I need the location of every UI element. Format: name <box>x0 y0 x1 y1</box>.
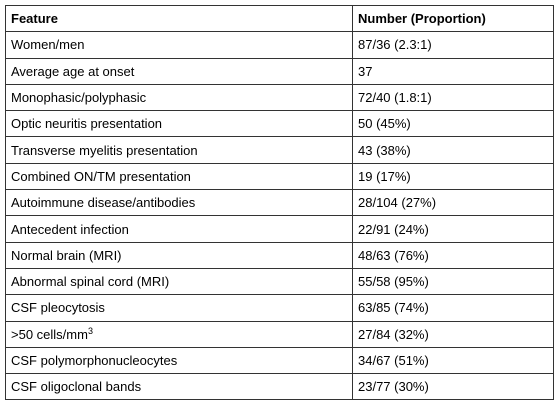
table-cell: CSF polymorphonucleocytes <box>5 346 353 375</box>
table-cell: 23/77 (30%) <box>352 373 554 401</box>
table-cell: 34/67 (51%) <box>352 346 554 375</box>
table-cell: CSF pleocytosis <box>5 294 353 322</box>
superscript: 3 <box>87 325 93 336</box>
table-cell: 48/63 (76%) <box>352 241 554 269</box>
table-row: Normal brain (MRI) 48/63 (76%) <box>5 241 554 269</box>
table-row: >50 cells/mm3 27/84 (32%) <box>5 320 554 348</box>
table-cell: 37 <box>352 57 554 85</box>
table-cell: Transverse myelitis presentation <box>5 136 353 164</box>
table-cell: CSF oligoclonal bands <box>5 373 353 401</box>
table-cell: Monophasic/polyphasic <box>5 83 353 112</box>
table-row: Optic neuritis presentation 50 (45%) <box>5 110 554 138</box>
table-cell: 19 (17%) <box>352 162 554 191</box>
table-row: CSF pleocytosis 63/85 (74%) <box>5 294 554 322</box>
table-row: Abnormal spinal cord (MRI) 55/58 (95%) <box>5 267 554 296</box>
table-row: Antecedent infection 22/91 (24%) <box>5 215 554 243</box>
table-cell: 28/104 (27%) <box>352 189 554 217</box>
table-cell: Antecedent infection <box>5 215 353 243</box>
table-row: Average age at onset 37 <box>5 57 554 85</box>
table-body: Women/men 87/36 (2.3:1) Average age at ons… <box>5 31 554 401</box>
table-cell: 22/91 (24%) <box>352 215 554 243</box>
table-cell: Abnormal spinal cord (MRI) <box>5 267 353 296</box>
table-cell: 43 (38%) <box>352 136 554 164</box>
cell-text: >50 cells/mm <box>11 326 88 342</box>
table-header: Feature Number (Proportion) <box>5 4 554 33</box>
table-cell: Optic neuritis presentation <box>5 110 353 138</box>
table-cell: Normal brain (MRI) <box>5 241 353 269</box>
table-cell: >50 cells/mm3 <box>5 320 353 348</box>
table-row: Autoimmune disease/antibodies 28/104 (27%… <box>5 189 554 217</box>
data-table: Feature Number (Proportion) Women/men 87/… <box>5 4 554 401</box>
table-cell: 87/36 (2.3:1) <box>352 31 554 59</box>
table-row: Combined ON/TM presentation 19 (17%) <box>5 162 554 191</box>
table-row: Transverse myelitis presentation 43 (38%) <box>5 136 554 164</box>
table-row: Monophasic/polyphasic 72/40 (1.8:1) <box>5 83 554 112</box>
table-cell: Combined ON/TM presentation <box>5 162 353 191</box>
header-cell: Number (Proportion) <box>352 4 554 33</box>
table-row: Women/men 87/36 (2.3:1) <box>5 31 554 59</box>
table-cell: 27/84 (32%) <box>352 320 554 348</box>
table-row: CSF polymorphonucleocytes 34/67 (51%) <box>5 346 554 375</box>
table-cell: Average age at onset <box>5 57 353 85</box>
table-cell: Autoimmune disease/antibodies <box>5 189 353 217</box>
table-cell: 63/85 (74%) <box>352 294 554 322</box>
table-cell: 72/40 (1.8:1) <box>352 83 554 112</box>
table-cell: 50 (45%) <box>352 110 554 138</box>
header-row: Feature Number (Proportion) <box>5 4 554 33</box>
table-cell: Women/men <box>5 31 353 59</box>
table-cell: 55/58 (95%) <box>352 267 554 296</box>
header-cell: Feature <box>5 4 353 33</box>
table-row: CSF oligoclonal bands 23/77 (30%) <box>5 373 554 401</box>
